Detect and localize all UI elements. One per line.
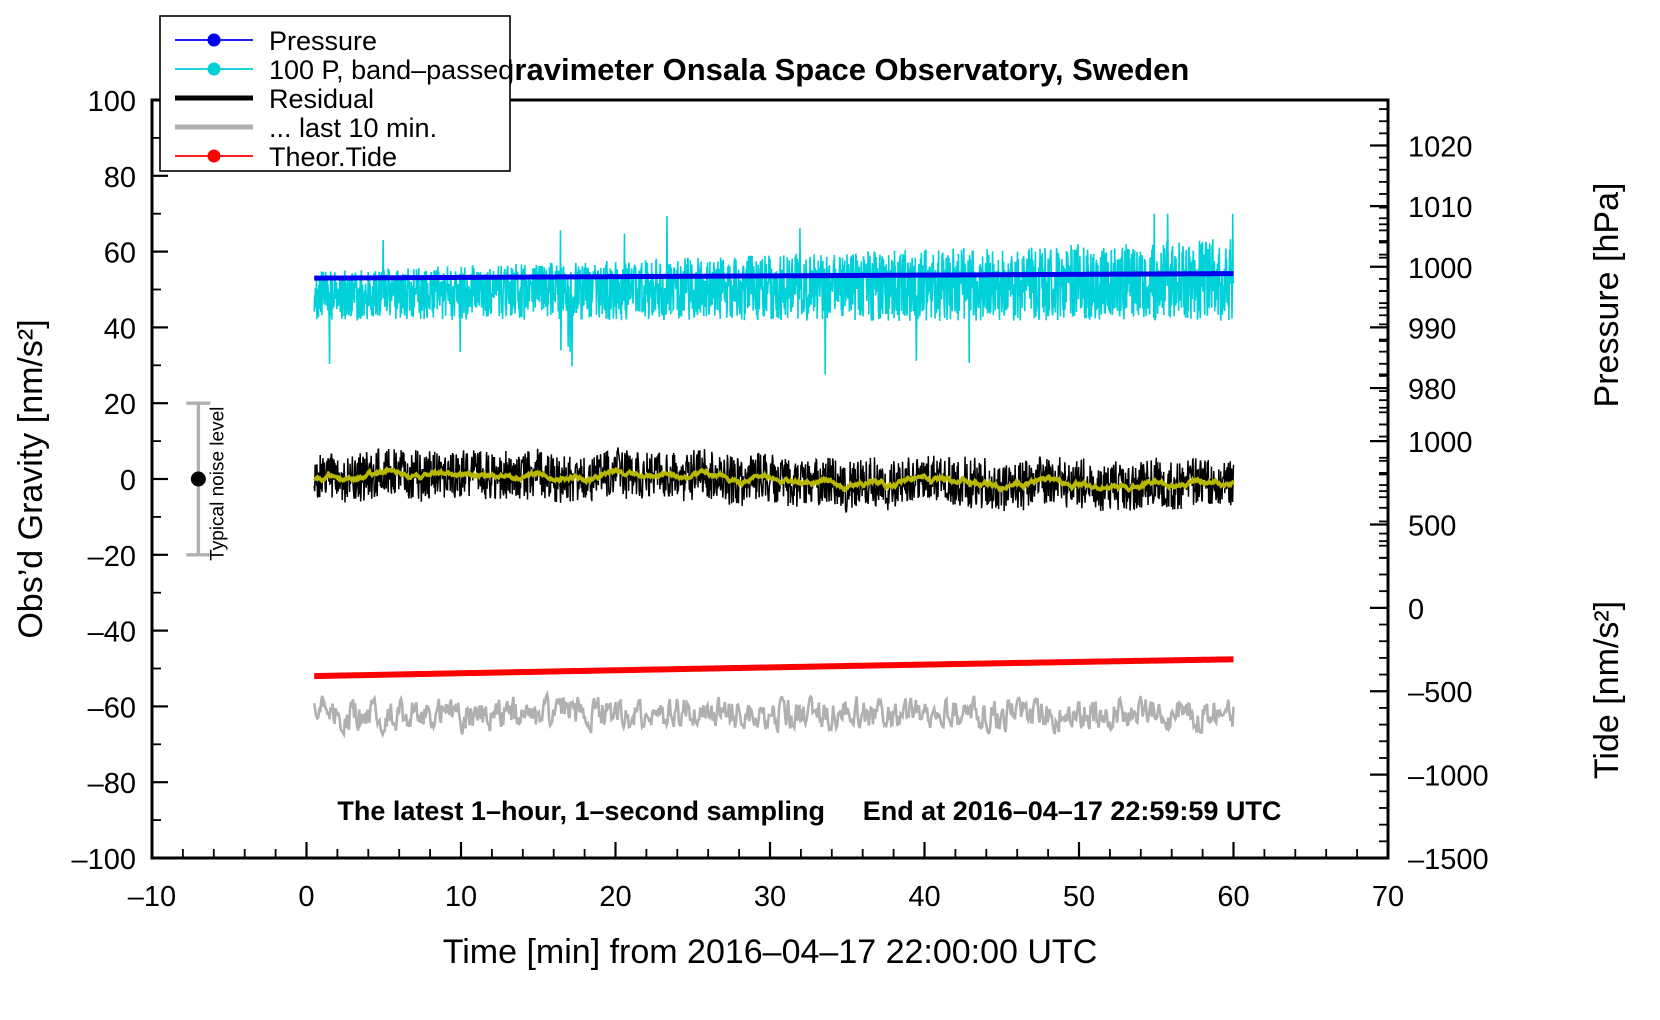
pressure-tick-label: 1020 (1408, 131, 1473, 163)
tide-tick-label: –500 (1408, 677, 1473, 709)
legend-marker-dot (207, 62, 221, 76)
x-axis-title: Time [min] from 2016–04–17 22:00:00 UTC (443, 933, 1098, 971)
pressure-axis-title: Pressure [hPa] (1588, 183, 1626, 408)
x-tick-label: 30 (754, 881, 786, 913)
tide-tick-label: 1000 (1408, 427, 1473, 459)
x-tick-label: 50 (1063, 881, 1095, 913)
y-tick-label: 80 (104, 162, 136, 194)
x-tick-label: –10 (128, 881, 176, 913)
series-residual (313, 447, 1235, 514)
pressure-tick-label: 1010 (1408, 192, 1473, 224)
y-tick-label: –20 (88, 541, 136, 573)
tide-axis-ticks: –1500 –1000 –500 0 500 1000 (1370, 206, 1489, 876)
legend-label: Residual (269, 84, 374, 114)
y-tick-label: –100 (71, 844, 136, 876)
noise-level-label: Typical noise level (207, 407, 228, 561)
legend-label: Pressure (269, 26, 377, 56)
data-traces (312, 213, 1235, 739)
y-axis-ticks: –100 –80 –60 –40 –20 0 20 40 60 80 100 (71, 86, 168, 876)
y-tick-label: 60 (104, 238, 136, 270)
legend-label: ... last 10 min. (269, 113, 437, 143)
tide-tick-label: 500 (1408, 510, 1456, 542)
x-tick-label: 60 (1217, 881, 1249, 913)
y-tick-label: –40 (88, 617, 136, 649)
tide-axis-title: Tide [nm/s²] (1588, 601, 1626, 779)
y-axis-title: Obs’d Gravity [nm/s²] (12, 319, 50, 638)
series-last-10-min (312, 689, 1235, 739)
series-residual-smoothed (313, 465, 1235, 493)
legend-label: 100 P, band–passed (269, 55, 513, 85)
pressure-tick-label: 990 (1408, 313, 1456, 345)
pressure-axis-ticks: 980 990 1000 1010 1020 (1370, 108, 1473, 559)
y-tick-label: 20 (104, 389, 136, 421)
x-tick-label: 40 (908, 881, 940, 913)
legend-marker-dot (207, 33, 221, 47)
tide-tick-label: 0 (1408, 594, 1424, 626)
y-tick-label: 0 (120, 465, 136, 497)
tide-tick-label: –1500 (1408, 844, 1489, 876)
x-tick-label: 20 (599, 881, 631, 913)
x-tick-label: 0 (298, 881, 314, 913)
y-tick-label: 100 (88, 86, 136, 118)
y-tick-label: 40 (104, 313, 136, 345)
series-theor-tide (314, 656, 1234, 680)
x-tick-label: 70 (1372, 881, 1404, 913)
tide-tick-label: –1000 (1408, 761, 1489, 793)
x-tick-label: 10 (445, 881, 477, 913)
y-tick-label: –60 (88, 692, 136, 724)
legend-marker-dot (207, 149, 221, 163)
pressure-tick-label: 1000 (1408, 253, 1473, 285)
y-tick-label: –80 (88, 768, 136, 800)
x-axis-ticks: –10 0 10 20 30 40 50 60 70 (128, 842, 1404, 913)
legend-label: Theor.Tide (269, 142, 397, 172)
sampling-note: The latest 1–hour, 1–second sampling (337, 796, 825, 826)
series-pressure (314, 271, 1234, 281)
typical-noise-level-indicator: Typical noise level (186, 401, 228, 561)
end-time-note: End at 2016–04–17 22:59:59 UTC (863, 796, 1282, 826)
pressure-tick-label: 980 (1408, 374, 1456, 406)
noise-bar-center-dot (190, 471, 206, 487)
